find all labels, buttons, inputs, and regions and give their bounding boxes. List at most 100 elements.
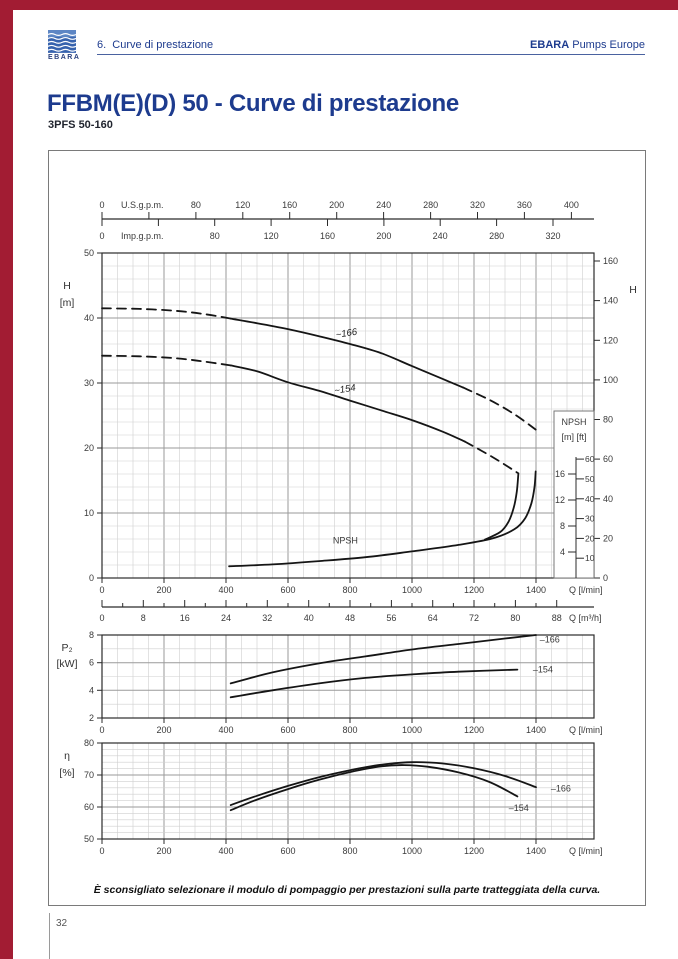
svg-text:H: H xyxy=(63,280,71,292)
svg-text:88: 88 xyxy=(552,613,562,623)
svg-text:60: 60 xyxy=(585,454,595,464)
svg-text:200: 200 xyxy=(156,725,171,735)
svg-text:280: 280 xyxy=(489,231,504,241)
svg-text:320: 320 xyxy=(545,231,560,241)
svg-text:64: 64 xyxy=(428,613,438,623)
svg-text:30: 30 xyxy=(84,378,94,388)
svg-text:0: 0 xyxy=(603,573,608,583)
svg-text:4: 4 xyxy=(89,685,94,695)
svg-text:80: 80 xyxy=(191,200,201,210)
svg-text:0: 0 xyxy=(99,725,104,735)
header-brand-bold: EBARA xyxy=(530,39,570,51)
svg-text:Q [l/min]: Q [l/min] xyxy=(569,725,603,735)
svg-text:8: 8 xyxy=(89,630,94,640)
svg-text:160: 160 xyxy=(320,231,335,241)
svg-text:400: 400 xyxy=(218,846,233,856)
svg-text:800: 800 xyxy=(342,846,357,856)
svg-text:40: 40 xyxy=(304,613,314,623)
svg-text:200: 200 xyxy=(156,846,171,856)
header-brand: EBARA Pumps Europe xyxy=(530,39,645,51)
svg-text:80: 80 xyxy=(84,738,94,748)
svg-text:40: 40 xyxy=(585,494,595,504)
svg-text:[%]: [%] xyxy=(59,767,74,779)
svg-text:600: 600 xyxy=(280,725,295,735)
svg-text:U.S.g.p.m.: U.S.g.p.m. xyxy=(121,200,164,210)
svg-text:48: 48 xyxy=(345,613,355,623)
svg-text:140: 140 xyxy=(603,296,618,306)
svg-text:400: 400 xyxy=(564,200,579,210)
svg-text:NPSH: NPSH xyxy=(561,417,586,427)
svg-text:[kW]: [kW] xyxy=(57,658,78,670)
svg-text:6: 6 xyxy=(89,658,94,668)
header-section-label: 6. Curve di prestazione xyxy=(97,39,214,51)
svg-text:10: 10 xyxy=(84,508,94,518)
svg-text:4: 4 xyxy=(560,547,565,557)
page-number: 32 xyxy=(56,918,68,929)
header-brand-rest: Pumps Europe xyxy=(569,39,645,51)
svg-text:8: 8 xyxy=(560,521,565,531)
ebara-logo: EBARA xyxy=(48,30,82,61)
svg-text:32: 32 xyxy=(262,613,272,623)
svg-text:400: 400 xyxy=(218,585,233,595)
svg-text:50: 50 xyxy=(585,474,595,484)
svg-text:120: 120 xyxy=(235,200,250,210)
svg-text:400: 400 xyxy=(218,725,233,735)
svg-text:8: 8 xyxy=(141,613,146,623)
svg-text:20: 20 xyxy=(585,533,595,543)
svg-text:1400: 1400 xyxy=(526,846,546,856)
warning-note: È sconsigliato selezionare il modulo di … xyxy=(93,884,601,896)
svg-text:2: 2 xyxy=(89,713,94,723)
svg-text:1200: 1200 xyxy=(464,846,484,856)
svg-text:20: 20 xyxy=(84,443,94,453)
svg-text:50: 50 xyxy=(84,834,94,844)
chart-box: 0 10 20 30 40 50 0 200 400 600 800 1000 1200 1400 Q [l… xyxy=(48,150,646,906)
svg-text:0: 0 xyxy=(99,613,104,623)
left-accent-bar xyxy=(0,0,13,959)
svg-text:1200: 1200 xyxy=(464,585,484,595)
svg-text:600: 600 xyxy=(280,846,295,856)
svg-text:30: 30 xyxy=(585,514,595,524)
svg-text:80: 80 xyxy=(510,613,520,623)
svg-text:0: 0 xyxy=(99,231,104,241)
svg-text:280: 280 xyxy=(423,200,438,210)
svg-text:16: 16 xyxy=(555,469,565,479)
top-accent-bar xyxy=(0,0,678,10)
page-title: FFBM(E)(D) 50 - Curve di prestazione xyxy=(47,90,459,117)
svg-text:0: 0 xyxy=(99,846,104,856)
svg-text:600: 600 xyxy=(280,585,295,595)
svg-text:NPSH: NPSH xyxy=(333,536,358,546)
svg-text:1000: 1000 xyxy=(402,725,422,735)
svg-text:Q [m³/h]: Q [m³/h] xyxy=(569,613,602,623)
svg-text:160: 160 xyxy=(603,256,618,266)
svg-text:120: 120 xyxy=(603,335,618,345)
svg-text:72: 72 xyxy=(469,613,479,623)
svg-text:40: 40 xyxy=(84,313,94,323)
svg-text:240: 240 xyxy=(433,231,448,241)
svg-text:360: 360 xyxy=(517,200,532,210)
svg-text:10: 10 xyxy=(585,553,595,563)
svg-text:Q [l/min]: Q [l/min] xyxy=(569,585,603,595)
svg-text:1000: 1000 xyxy=(402,846,422,856)
svg-text:1200: 1200 xyxy=(464,725,484,735)
svg-text:0: 0 xyxy=(99,200,104,210)
svg-text:240: 240 xyxy=(376,200,391,210)
svg-text:[m]: [m] xyxy=(60,297,75,309)
svg-text:200: 200 xyxy=(156,585,171,595)
svg-text:–166: –166 xyxy=(551,784,571,794)
svg-text:16: 16 xyxy=(180,613,190,623)
svg-text:800: 800 xyxy=(342,585,357,595)
svg-text:H: H xyxy=(629,284,637,296)
page-subtitle: 3PFS 50-160 xyxy=(48,119,113,131)
svg-text:80: 80 xyxy=(603,415,613,425)
logo-waves-icon xyxy=(48,30,76,53)
svg-text:100: 100 xyxy=(603,375,618,385)
svg-text:–154: –154 xyxy=(509,803,529,813)
svg-text:160: 160 xyxy=(282,200,297,210)
svg-text:1000: 1000 xyxy=(402,585,422,595)
svg-text:~166: ~166 xyxy=(335,327,359,341)
svg-text:200: 200 xyxy=(376,231,391,241)
svg-text:0: 0 xyxy=(99,585,104,595)
svg-text:12: 12 xyxy=(555,495,565,505)
